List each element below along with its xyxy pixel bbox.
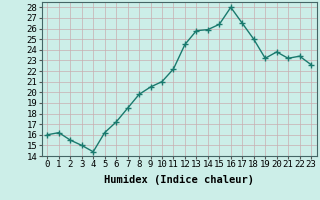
X-axis label: Humidex (Indice chaleur): Humidex (Indice chaleur) [104,175,254,185]
